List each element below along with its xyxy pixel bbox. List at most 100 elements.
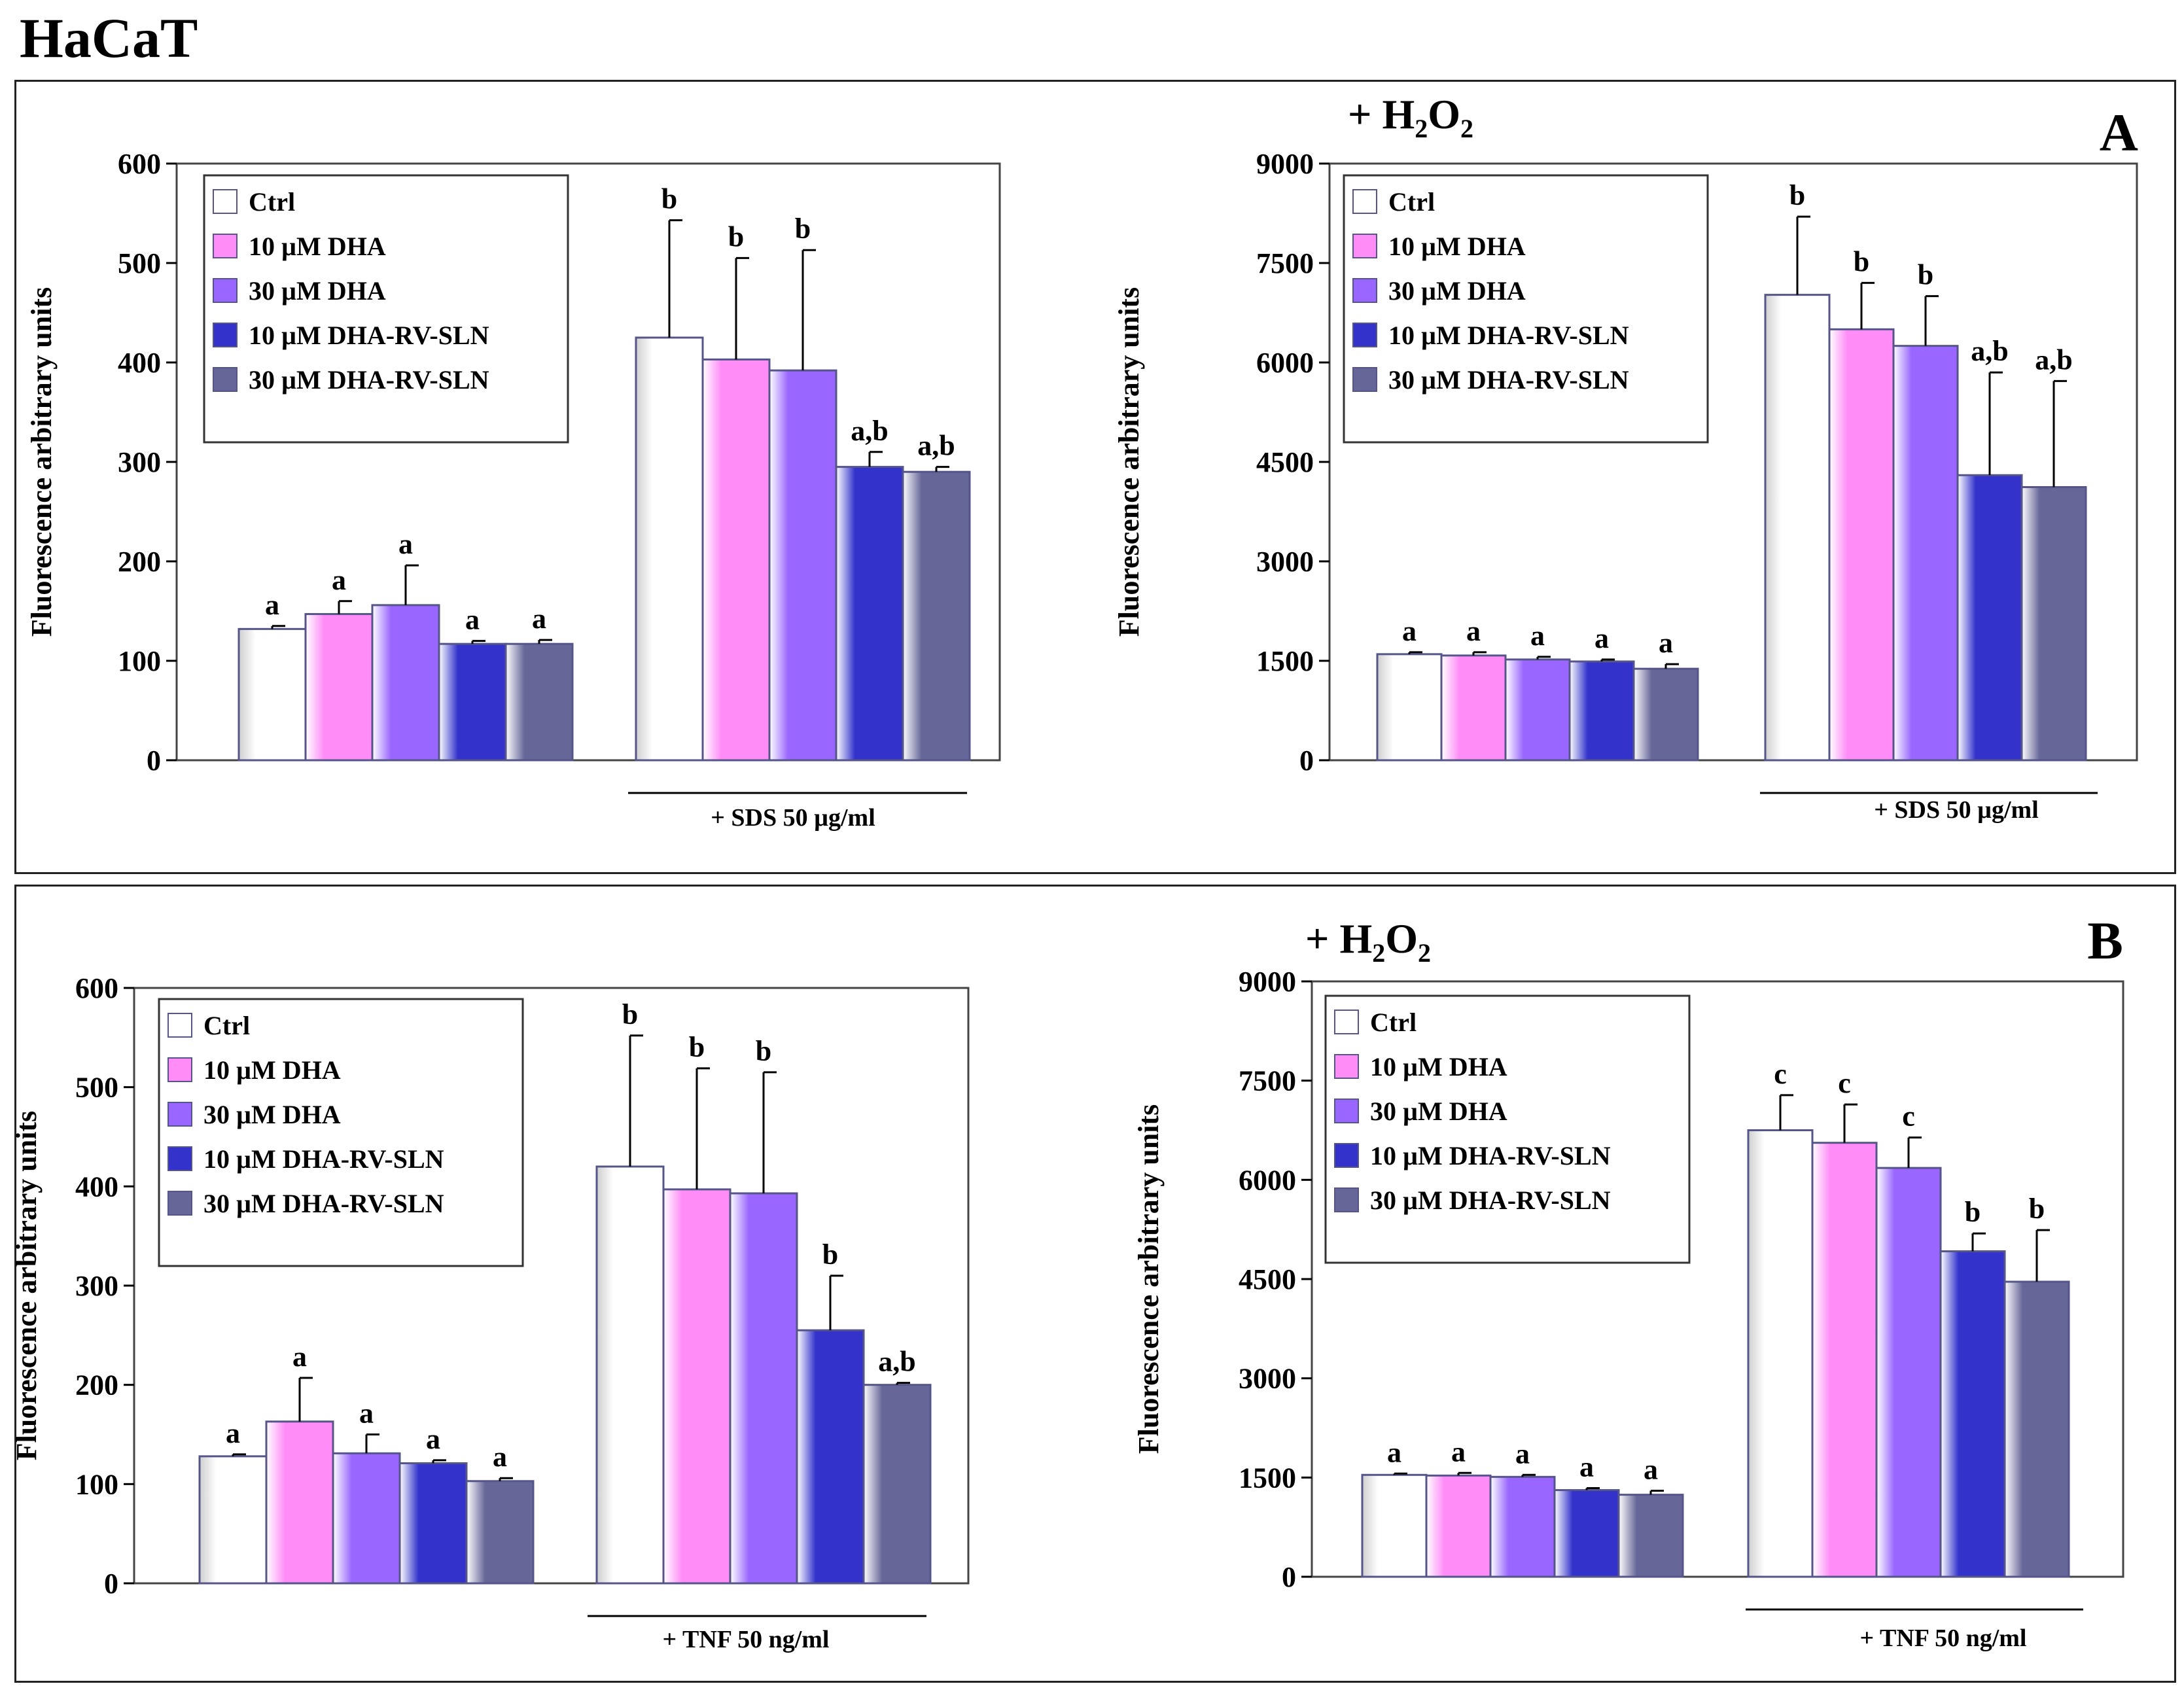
y-tick-label: 6000 [1256,347,1314,379]
legend-swatch [213,189,238,214]
y-tick-label: 3000 [1239,1363,1296,1395]
legend-label: 30 µM DHA-RV-SLN [249,365,489,395]
y-tick-label: 0 [147,745,161,777]
y-axis-label: Fluorescence arbitrary units [1133,1104,1165,1454]
y-tick-label: 0 [104,1568,118,1600]
significance-label: a [532,603,546,635]
significance-label: c [1838,1067,1851,1099]
legend-label: Ctrl [203,1011,250,1040]
y-tick-label: 300 [75,1270,118,1302]
significance-label: b [728,220,744,253]
y-tick-label: 100 [75,1468,118,1500]
legend-swatch [213,278,238,303]
legend-swatch [1334,1010,1359,1034]
chart-title: + H2O2 [1348,91,1473,143]
significance-label: a [1579,1451,1594,1483]
significance-label: a [1451,1435,1466,1468]
y-axis-label: Fluorescence arbitrary units [10,1111,43,1460]
y-tick-label: 1500 [1256,645,1314,677]
legend-label: 30 µM DHA [1370,1097,1507,1126]
bar [835,466,904,762]
title-subscript: 2 [1372,938,1385,968]
bar [1376,653,1443,762]
legend-label: Ctrl [1388,187,1435,217]
legend-swatch [1352,367,1377,392]
significance-label: b [622,998,638,1030]
legend-label: 30 µM DHA-RV-SLN [1370,1186,1611,1215]
legend-box [203,174,569,444]
y-tick-label: 4500 [1256,446,1314,478]
significance-label: b [661,183,677,215]
legend-swatch [167,1013,192,1038]
legend-label: 10 µM DHA-RV-SLN [1370,1141,1611,1170]
bar [398,1462,468,1585]
significance-label: a,b [1971,335,2008,367]
y-tick-label: 7500 [1256,247,1314,279]
significance-label: a [1530,620,1545,652]
y-tick-label: 600 [75,972,118,1004]
y-tick-label: 600 [118,148,161,180]
significance-label: a [426,1423,440,1455]
legend-swatch [1334,1099,1359,1123]
significance-label: a [1659,627,1673,659]
significance-label: b [1918,259,1933,291]
legend-label: 10 µM DHA [249,232,386,261]
significance-label: a,b [917,430,955,462]
significance-label: b [1965,1196,1981,1228]
title-subscript: 2 [1415,114,1428,143]
bar [796,1329,865,1585]
significance-label: a [1402,615,1417,647]
legend-swatch [1352,189,1377,214]
significance-label: c [1902,1100,1915,1133]
y-tick-label: 0 [1299,745,1314,777]
bar [1489,1475,1556,1578]
y-tick-label: 300 [118,446,161,478]
legend-label: 30 µM DHA [1388,276,1526,306]
bar [332,1452,401,1585]
significance-label: a [1515,1437,1530,1469]
bar [465,1480,535,1585]
legend-label: 10 µM DHA-RV-SLN [1388,321,1629,350]
title-text: O [1428,91,1460,137]
bar [1764,294,1831,762]
significance-label: a [265,589,279,621]
significance-label: b [1789,179,1805,211]
y-tick-label: 100 [118,645,161,677]
treatment-label: + SDS 50 µg/ml [711,804,875,832]
legend-label: 10 µM DHA [1370,1052,1507,1081]
bar [1939,1250,2006,1578]
bar [1553,1489,1620,1578]
bar [1632,667,1699,762]
y-tick-label: 200 [75,1369,118,1401]
legend-swatch [167,1191,192,1216]
bar [2020,486,2087,762]
legend-swatch [167,1057,192,1082]
treatment-label: + TNF 50 ng/ml [1860,1625,2027,1652]
significance-label: b [689,1031,705,1063]
y-axis-label: Fluorescence arbitrary units [1113,287,1145,637]
significance-label: a,b [2035,343,2072,376]
bar [1440,654,1507,762]
significance-label: b [822,1239,838,1271]
significance-label: a [1594,622,1609,654]
bar [768,369,837,762]
chart-title: + H2O2 [1305,915,1431,968]
legend-swatch [1352,278,1377,303]
chart-A1: 0 100 200 300 400 500 600 Fluorescence arbitrar… [26,148,1001,832]
treatment-label: + SDS 50 µg/ml [1874,796,2039,824]
legend-label: 30 µM DHA [249,276,386,306]
legend-label: 30 µM DHA-RV-SLN [1388,365,1629,395]
y-tick-label: 9000 [1239,966,1296,998]
y-tick-label: 4500 [1239,1263,1296,1295]
bar [1956,474,2023,762]
significance-label: a,b [851,415,888,447]
legend-label: Ctrl [249,187,295,217]
bar [1504,658,1571,762]
y-tick-label: 0 [1282,1561,1296,1593]
legend-swatch [167,1102,192,1127]
legend-swatch [1334,1187,1359,1212]
legend-box [158,998,524,1267]
legend-swatch [213,367,238,392]
y-tick-label: 6000 [1239,1164,1296,1196]
panel-label: A [2100,103,2138,162]
